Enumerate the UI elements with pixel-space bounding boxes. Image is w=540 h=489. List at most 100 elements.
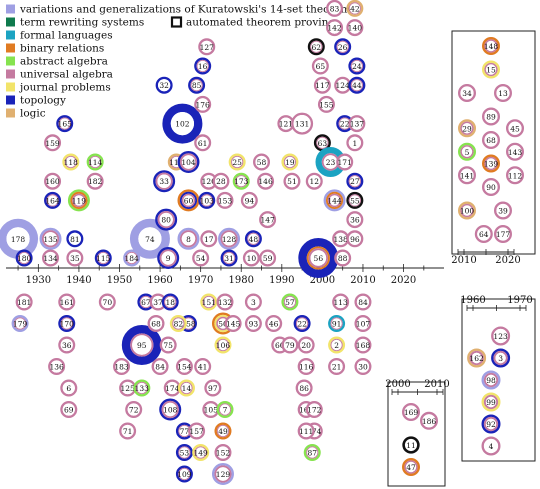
node-ring <box>175 358 193 376</box>
node-ring <box>216 191 234 209</box>
node-98: 98 <box>481 370 501 390</box>
node-ring <box>41 230 60 248</box>
node-ring <box>72 193 86 208</box>
node-ring <box>44 191 62 209</box>
node-ring <box>179 153 198 171</box>
node-core <box>231 156 243 168</box>
node-core <box>300 360 313 373</box>
node-ring <box>491 348 511 368</box>
node-131: 131 <box>291 112 314 135</box>
node-12: 12 <box>305 172 323 190</box>
node-label: 54 <box>196 254 206 263</box>
node-label: 31 <box>224 254 234 263</box>
inset-1960s-frame <box>461 298 536 462</box>
node-label: 132 <box>218 298 233 307</box>
node-91: 91 <box>328 315 346 333</box>
node-core <box>218 295 232 309</box>
node-core <box>336 251 349 265</box>
node-94: 94 <box>240 191 258 209</box>
node-core <box>73 195 85 206</box>
node-label: 27 <box>350 177 360 186</box>
node-core <box>356 338 370 352</box>
node-core <box>170 112 194 136</box>
node-123: 123 <box>491 326 511 346</box>
node-ring <box>458 166 477 185</box>
node-100: 100 <box>458 201 477 220</box>
node-core <box>351 80 363 91</box>
node-ring <box>484 39 498 53</box>
node-14: 14 <box>177 379 195 397</box>
node-label: 2 <box>334 341 339 350</box>
node-ring <box>244 230 262 248</box>
node-ring <box>482 177 501 196</box>
node-core <box>140 296 152 308</box>
node-ring <box>70 191 88 210</box>
node-ring <box>179 230 198 248</box>
node-ring <box>494 201 513 220</box>
node-label: 45 <box>510 124 520 133</box>
inset-2010s-tick-label-2010: 2010 <box>451 255 476 266</box>
node-ring <box>481 436 501 456</box>
node-177: 177 <box>494 224 513 243</box>
node-label: 80 <box>161 216 171 225</box>
node-label: 42 <box>350 4 360 13</box>
node-46: 46 <box>265 315 283 333</box>
node-57: 57 <box>281 293 299 311</box>
node-core <box>195 447 206 458</box>
node-155: 155 <box>317 95 335 113</box>
node-core <box>216 467 230 481</box>
node-core <box>163 402 177 417</box>
legend-label-atp: automated theorem proving <box>186 17 335 29</box>
node-ring <box>159 398 182 421</box>
node-60: 60 <box>177 189 200 212</box>
node-61: 61 <box>194 134 212 152</box>
inset-2000s-tick-label-2010: 2010 <box>424 379 449 390</box>
node-label: 79 <box>285 341 295 350</box>
node-ring <box>326 0 344 17</box>
node-label: 162 <box>469 354 484 363</box>
node-label: 131 <box>295 120 309 129</box>
node-ring <box>161 293 179 311</box>
node-ring <box>192 249 210 267</box>
node-label: 97 <box>208 384 218 393</box>
node-core <box>461 146 473 157</box>
node-104: 104 <box>177 150 200 173</box>
node-119: 119 <box>67 189 90 212</box>
node-30: 30 <box>354 358 372 376</box>
node-label: 6 <box>66 384 71 393</box>
node-label: 8 <box>186 235 191 244</box>
node-label: 68 <box>486 136 496 145</box>
node-core <box>65 156 77 168</box>
node-ring <box>482 60 501 79</box>
node-71: 71 <box>119 422 137 440</box>
node-ring <box>491 326 511 346</box>
node-core <box>348 213 361 226</box>
node-75: 75 <box>159 336 177 354</box>
node-core <box>217 425 229 437</box>
node-134: 134 <box>42 249 60 267</box>
node-label: 104 <box>181 158 196 167</box>
node-103: 103 <box>198 191 216 209</box>
node-label: 102 <box>175 120 190 129</box>
node-ring <box>458 83 477 102</box>
node-core <box>194 251 207 265</box>
node-ring <box>460 203 474 218</box>
node-ring <box>334 38 352 56</box>
node-label: 146 <box>258 177 273 186</box>
node-label: 10 <box>247 254 257 263</box>
node-17: 17 <box>200 230 218 248</box>
node-core <box>485 64 497 75</box>
node-core <box>60 338 73 352</box>
node-core <box>284 156 296 168</box>
node-ring <box>303 444 321 462</box>
node-label: 120 <box>202 177 217 186</box>
node-42: 42 <box>346 0 364 17</box>
node-ring <box>224 315 242 333</box>
node-label: 160 <box>45 177 60 186</box>
node-8: 8 <box>177 227 200 250</box>
node-ring <box>323 189 346 212</box>
node-core <box>59 118 70 129</box>
node-core <box>317 137 328 148</box>
